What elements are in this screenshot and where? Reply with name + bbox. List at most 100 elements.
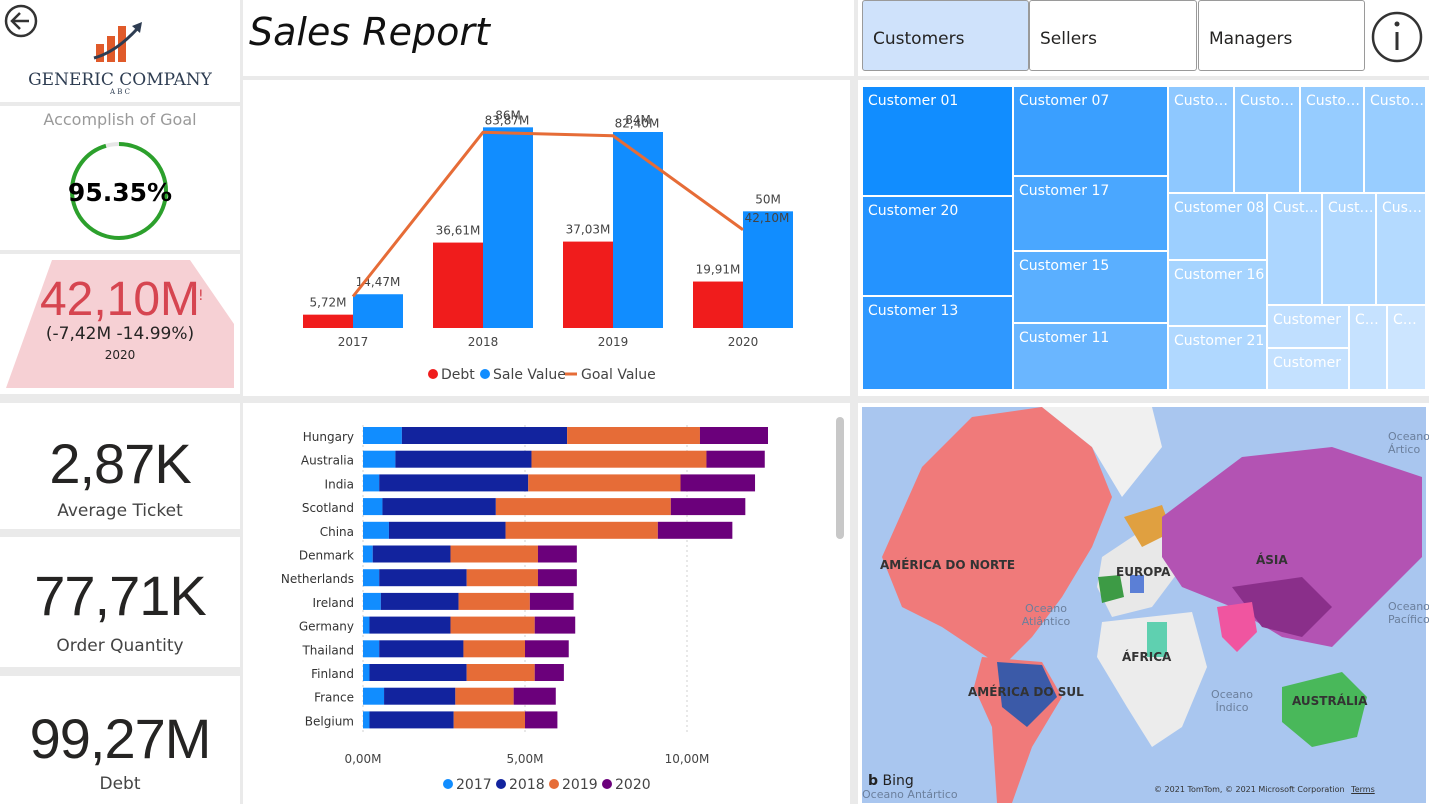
stacked-bar-segment-2018[interactable] bbox=[395, 450, 532, 468]
stacked-bar-segment-2019[interactable] bbox=[450, 616, 535, 634]
stacked-bar-segment-2020[interactable] bbox=[513, 687, 556, 705]
treemap-tile[interactable]: Customer 13 bbox=[862, 296, 1013, 390]
stacked-bar-segment-2019[interactable] bbox=[450, 545, 538, 563]
stacked-bar-segment-2018[interactable] bbox=[379, 640, 464, 658]
debt-data-label: 5,72M bbox=[309, 296, 346, 310]
stacked-bar-segment-2019[interactable] bbox=[531, 450, 707, 468]
stacked-bar-segment-2019[interactable] bbox=[528, 474, 681, 492]
stacked-bar-segment-2019[interactable] bbox=[466, 569, 538, 587]
stacked-bar-segment-2019[interactable] bbox=[463, 640, 525, 658]
stacked-bar-segment-2017[interactable] bbox=[363, 616, 370, 634]
stacked-bar-segment-2020[interactable] bbox=[534, 616, 576, 634]
company-logo-icon bbox=[93, 22, 142, 62]
stacked-bar-segment-2017[interactable] bbox=[363, 521, 389, 539]
stacked-bar-segment-2017[interactable] bbox=[363, 687, 385, 705]
stacked-bar-segment-2019[interactable] bbox=[466, 664, 535, 681]
india-region bbox=[1217, 602, 1257, 652]
map-terms-link[interactable]: Terms bbox=[1351, 785, 1375, 794]
stacked-bar-segment-2020[interactable] bbox=[657, 521, 733, 539]
stacked-bar-segment-2018[interactable] bbox=[380, 592, 459, 610]
stacked-bar-segment-2017[interactable] bbox=[363, 569, 380, 587]
treemap-tile[interactable]: Customer 15 bbox=[1013, 251, 1168, 323]
back-button[interactable] bbox=[4, 4, 38, 38]
treemap-tile[interactable]: Customer bbox=[1234, 86, 1300, 193]
stacked-bar-segment-2019[interactable] bbox=[458, 592, 530, 610]
stacked-bar-segment-2017[interactable] bbox=[363, 474, 380, 492]
sale-value-bar[interactable] bbox=[483, 127, 533, 328]
stacked-bar-segment-2017[interactable] bbox=[363, 498, 383, 516]
stacked-bar-segment-2018[interactable] bbox=[379, 569, 467, 587]
legend-label: Sale Value bbox=[493, 367, 566, 383]
treemap-tile[interactable]: Customer bbox=[1300, 86, 1364, 193]
treemap-tile[interactable]: Customer 20 bbox=[862, 196, 1013, 296]
stacked-bar-segment-2017[interactable] bbox=[363, 664, 370, 681]
stacked-bar-segment-2017[interactable] bbox=[363, 592, 381, 610]
stacked-bar-segment-2017[interactable] bbox=[363, 711, 370, 729]
stacked-bar-segment-2017[interactable] bbox=[363, 427, 402, 444]
stacked-bar-segment-2018[interactable] bbox=[382, 498, 496, 516]
stacked-bar-segment-2020[interactable] bbox=[537, 545, 577, 563]
stacked-bar-segment-2018[interactable] bbox=[372, 545, 451, 563]
debt-bar[interactable] bbox=[433, 242, 483, 328]
treemap-tile[interactable]: Customer bbox=[1376, 193, 1426, 305]
stacked-bar-segment-2020[interactable] bbox=[525, 640, 569, 658]
info-icon[interactable] bbox=[1370, 10, 1424, 64]
stacked-bar-segment-2018[interactable] bbox=[388, 521, 506, 539]
stacked-bar-segment-2020[interactable] bbox=[529, 592, 574, 610]
sale-data-label: 84M bbox=[625, 113, 651, 127]
treemap-tile[interactable]: Customer 01 bbox=[862, 86, 1013, 196]
treemap-tile[interactable]: Customer bbox=[1267, 348, 1349, 390]
treemap-tile[interactable]: Customer 16 bbox=[1168, 260, 1267, 326]
treemap-tile[interactable]: Customer 17 bbox=[1013, 176, 1168, 251]
treemap-tile[interactable]: Customer bbox=[1168, 86, 1234, 193]
stacked-bar-segment-2020[interactable] bbox=[699, 427, 768, 444]
stacked-bar-segment-2020[interactable] bbox=[537, 569, 577, 587]
sale-value-bar[interactable] bbox=[613, 132, 663, 328]
kpi-order-quantity: 77,71K Order Quantity bbox=[0, 537, 240, 667]
stacked-bar-segment-2020[interactable] bbox=[680, 474, 756, 492]
stacked-bar-segment-2020[interactable] bbox=[525, 711, 558, 729]
goal-title: Accomplish of Goal bbox=[43, 110, 197, 129]
treemap-tile[interactable]: Customer bbox=[1387, 305, 1426, 390]
treemap-tile[interactable]: Customer 07 bbox=[1013, 86, 1168, 176]
stacked-bar-segment-2018[interactable] bbox=[369, 664, 467, 681]
treemap-tile[interactable]: Customer bbox=[1322, 193, 1376, 305]
treemap-tile[interactable]: Customer bbox=[1267, 305, 1349, 348]
stacked-bar-segment-2020[interactable] bbox=[670, 498, 746, 516]
debt-bar[interactable] bbox=[563, 241, 613, 328]
world-map-canvas[interactable] bbox=[862, 407, 1426, 803]
stacked-bar-segment-2018[interactable] bbox=[369, 711, 454, 729]
stacked-bar-segment-2020[interactable] bbox=[534, 664, 564, 681]
stacked-bar-segment-2018[interactable] bbox=[369, 616, 451, 634]
australia-region bbox=[1282, 672, 1367, 747]
debt-bar[interactable] bbox=[303, 314, 353, 328]
sellers-button[interactable]: Sellers bbox=[1029, 0, 1197, 71]
world-map[interactable]: AMÉRICA DO NORTE EUROPA ÁSIA ÁFRICA AMÉR… bbox=[858, 403, 1429, 804]
treemap-tile[interactable]: Customer 08 bbox=[1168, 193, 1267, 260]
treemap-tile[interactable]: Customer bbox=[1349, 305, 1387, 390]
treemap-tile[interactable]: Customer 11 bbox=[1013, 323, 1168, 390]
treemap-tile[interactable]: Customer bbox=[1364, 86, 1426, 193]
debt-bar[interactable] bbox=[693, 281, 743, 328]
stacked-bar-segment-2017[interactable] bbox=[363, 640, 380, 658]
stacked-bar-segment-2019[interactable] bbox=[567, 427, 700, 444]
stacked-bar-segment-2018[interactable] bbox=[401, 427, 568, 444]
stacked-bar-segment-2019[interactable] bbox=[495, 498, 671, 516]
chart-scrollbar[interactable] bbox=[836, 417, 844, 539]
treemap-tile[interactable]: Customer bbox=[1267, 193, 1322, 305]
managers-button[interactable]: Managers bbox=[1198, 0, 1365, 71]
sale-value-bar[interactable] bbox=[743, 211, 793, 328]
stacked-bar-segment-2019[interactable] bbox=[455, 687, 514, 705]
stacked-bar-segment-2018[interactable] bbox=[379, 474, 529, 492]
stacked-bar-segment-2018[interactable] bbox=[384, 687, 456, 705]
stacked-bar-segment-2019[interactable] bbox=[453, 711, 525, 729]
customers-button[interactable]: Customers bbox=[862, 0, 1029, 71]
back-arrow-icon[interactable] bbox=[4, 4, 38, 38]
sale-value-bar[interactable] bbox=[353, 294, 403, 328]
treemap-tile[interactable]: Customer 21 bbox=[1168, 326, 1267, 390]
country-label: Hungary bbox=[303, 430, 354, 444]
stacked-bar-segment-2019[interactable] bbox=[505, 521, 658, 539]
stacked-bar-segment-2017[interactable] bbox=[363, 545, 373, 563]
stacked-bar-segment-2020[interactable] bbox=[706, 450, 765, 468]
stacked-bar-segment-2017[interactable] bbox=[363, 450, 396, 468]
